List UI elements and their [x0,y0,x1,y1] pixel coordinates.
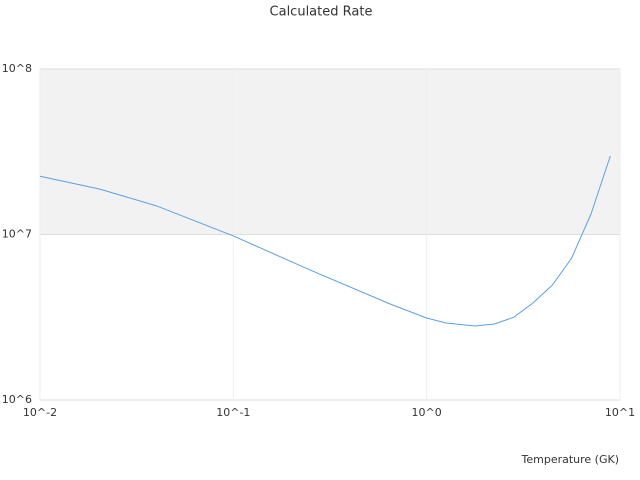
plot-band [40,69,620,235]
x-tick-label: 10^-2 [23,406,57,419]
x-tick-label: 10^1 [605,406,635,419]
y-tick-label: 10^7 [2,228,32,241]
chart-title: Calculated Rate [270,5,373,20]
line [39,155,611,327]
y-tick-label: 10^8 [2,62,32,75]
y-tick-label: 10^6 [2,393,32,406]
x-axis-label: Temperature (GK) [521,453,620,466]
x-tick-label: 10^0 [412,406,442,419]
x-tick-label: 10^-1 [216,406,250,419]
